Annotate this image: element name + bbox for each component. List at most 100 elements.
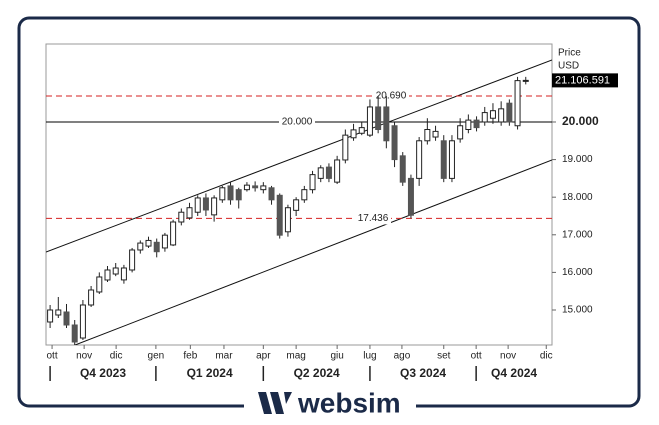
quarter-label: Q3 2024 <box>400 366 446 380</box>
candle-body <box>284 207 291 233</box>
candle-body <box>448 140 455 179</box>
last-price-box <box>552 73 618 88</box>
candle-body <box>317 167 324 179</box>
plot: 20.000 20.690 17.436 <box>46 59 552 345</box>
candle-body <box>219 187 226 201</box>
candle-body <box>465 119 472 131</box>
candle-body <box>383 106 390 142</box>
candle-body <box>522 79 529 82</box>
candle-body <box>79 304 86 339</box>
x-tick-label: mar <box>215 351 233 362</box>
candle-body <box>112 267 119 275</box>
x-tick-label: nov <box>500 351 516 362</box>
candle-body <box>498 108 505 123</box>
candle-body <box>145 239 152 247</box>
candle-body <box>88 289 95 306</box>
y-tick-label: 17.000 <box>562 229 593 240</box>
quarter-label: Q4 2023 <box>80 366 126 380</box>
candle-body <box>301 189 308 201</box>
level-label-bg <box>355 212 391 225</box>
candle-body <box>268 187 275 201</box>
brand: websim <box>297 387 401 418</box>
candle-body <box>252 185 259 189</box>
candle-body <box>260 185 267 191</box>
candle-body <box>63 311 70 326</box>
level-label: 20.690 <box>376 91 407 102</box>
candle-body <box>120 267 127 281</box>
x-tick-label: nov <box>76 351 92 362</box>
x-tick-label: ago <box>394 351 411 362</box>
plot-area <box>45 43 553 346</box>
x-tick-label: ott <box>47 351 58 362</box>
candle-body <box>424 129 431 142</box>
logo-icon <box>258 392 292 414</box>
candle-body <box>47 309 54 323</box>
quarter-label: Q4 2024 <box>491 366 537 380</box>
candle-body <box>129 249 136 271</box>
candle-body <box>170 221 177 246</box>
candle-body <box>391 125 398 161</box>
y-tick-label: 18.000 <box>562 192 593 203</box>
y-tick-label: 15.000 <box>562 305 593 316</box>
candle-body <box>293 199 300 211</box>
candle-body <box>96 276 103 293</box>
x-tick-label: giu <box>330 351 343 362</box>
candle-body <box>202 197 209 211</box>
x-tick-label: apr <box>256 351 271 362</box>
candle-body <box>416 140 423 179</box>
candle-body <box>325 166 332 179</box>
x-tick-label: dic <box>110 351 123 362</box>
x-tick-label: mag <box>286 351 305 362</box>
quarter-label: Q2 2024 <box>294 366 340 380</box>
candle-body <box>506 102 513 123</box>
level-label: 20.000 <box>282 117 313 128</box>
candle-body <box>407 177 414 216</box>
candle-body <box>55 309 62 316</box>
candle-body <box>211 197 218 216</box>
candle-body <box>514 80 521 127</box>
x-tick-label: feb <box>183 351 197 362</box>
candle-body <box>186 207 193 219</box>
candle-body <box>243 184 250 191</box>
candle-body <box>309 174 316 191</box>
candle-body <box>227 185 234 201</box>
candle-body <box>161 234 168 249</box>
candle-body <box>104 269 111 281</box>
candle-body <box>153 241 160 253</box>
candle-body <box>178 211 185 223</box>
quarter-label: Q1 2024 <box>187 366 233 380</box>
candle-body <box>366 106 373 136</box>
y-tick-label: 20.000 <box>562 114 599 128</box>
level-label: 17.436 <box>358 213 389 224</box>
candle-body <box>432 130 439 138</box>
x-tick-label: ott <box>471 351 482 362</box>
candle-body <box>489 110 496 119</box>
x-tick-label: dic <box>540 351 553 362</box>
candle-body <box>235 189 242 201</box>
y-tick-label: 16.000 <box>562 267 593 278</box>
candle-body <box>358 127 365 134</box>
candle-body <box>375 106 382 131</box>
candle-body <box>350 129 357 139</box>
candle-body <box>457 125 464 140</box>
x-tick-label: gen <box>148 351 165 362</box>
axis-unit: USD <box>558 61 579 72</box>
level-label-bg <box>373 90 409 103</box>
candle-body <box>481 112 488 123</box>
x-tick-label: set <box>437 351 451 362</box>
last-price-label: 21.106.591 <box>555 74 610 86</box>
candle-body <box>440 140 447 179</box>
channel-line <box>46 59 552 253</box>
x-tick-label: lug <box>363 351 376 362</box>
candle-body <box>71 324 78 343</box>
candle-body <box>276 194 283 236</box>
candle-body <box>194 197 201 213</box>
axis-title: Price <box>558 48 581 59</box>
channel-line <box>74 159 552 345</box>
level-label-bg <box>279 115 315 128</box>
candle-body <box>334 159 341 183</box>
candle-body <box>473 119 480 129</box>
y-tick-label: 19.000 <box>562 154 593 165</box>
candle-body <box>137 242 144 251</box>
